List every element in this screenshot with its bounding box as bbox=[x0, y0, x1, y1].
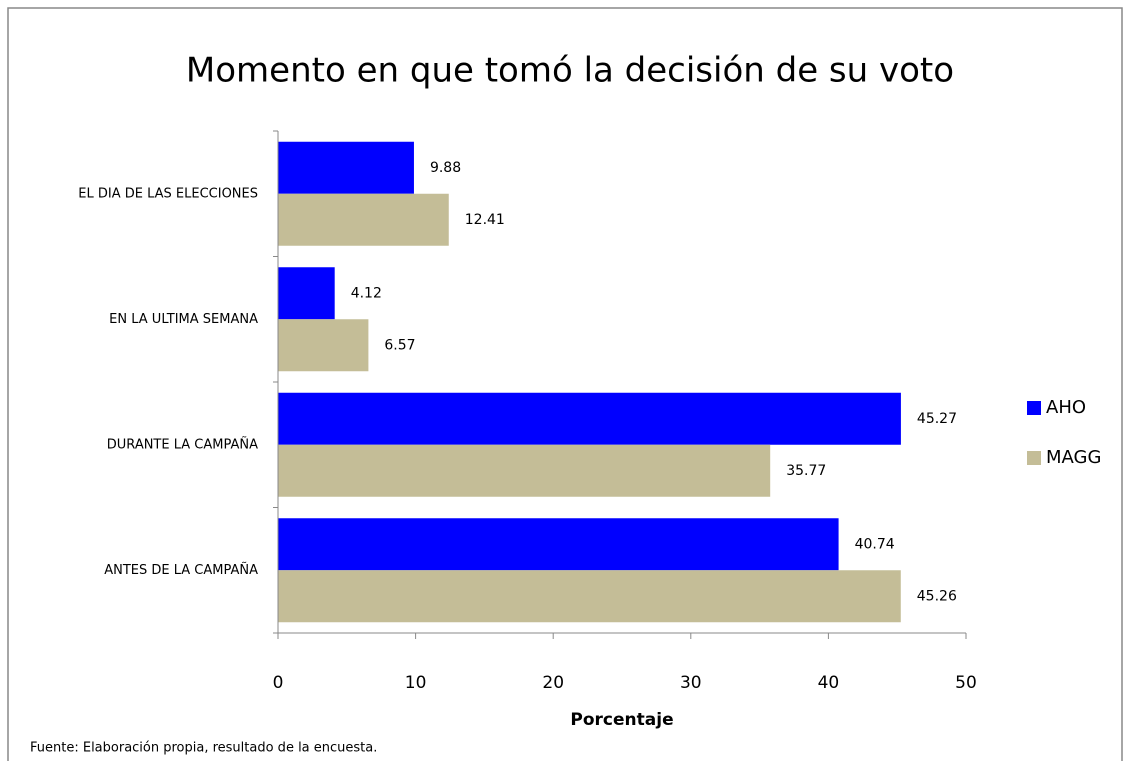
data-label: 9.88 bbox=[430, 160, 461, 176]
chart-title: Momento en que tomó la decisión de su vo… bbox=[186, 51, 954, 91]
y-tick-label: EN LA ULTIMA SEMANA bbox=[109, 312, 258, 327]
x-axis-label: Porcentaje bbox=[570, 710, 673, 730]
legend-label: MAGG bbox=[1046, 447, 1101, 468]
data-label: 12.41 bbox=[465, 212, 505, 228]
data-label: 45.26 bbox=[917, 588, 957, 604]
legend-swatch bbox=[1027, 451, 1041, 465]
y-tick-label: DURANTE LA CAMPAÑA bbox=[107, 436, 258, 452]
data-label: 4.12 bbox=[351, 285, 382, 301]
bar bbox=[278, 193, 449, 246]
data-label: 40.74 bbox=[855, 536, 895, 552]
y-tick-label: ANTES DE LA CAMPAÑA bbox=[104, 562, 258, 578]
data-label: 35.77 bbox=[786, 463, 826, 479]
legend-swatch bbox=[1027, 401, 1041, 415]
x-tick-label: 20 bbox=[542, 673, 564, 693]
x-tick-label: 40 bbox=[818, 673, 840, 693]
data-label: 6.57 bbox=[384, 337, 415, 353]
bar bbox=[278, 444, 771, 497]
bar bbox=[278, 392, 901, 445]
x-tick-label: 30 bbox=[680, 673, 702, 693]
bar bbox=[278, 267, 335, 320]
x-tick-label: 0 bbox=[273, 673, 284, 693]
bar bbox=[278, 570, 901, 623]
data-label: 45.27 bbox=[917, 411, 957, 427]
frame bbox=[7, 7, 1123, 761]
x-tick-label: 50 bbox=[955, 673, 977, 693]
x-tick-label: 10 bbox=[405, 673, 427, 693]
y-tick-label: EL DIA DE LAS ELECCIONES bbox=[78, 186, 258, 201]
bar bbox=[278, 319, 369, 372]
bar bbox=[278, 141, 414, 194]
bar bbox=[278, 518, 839, 571]
legend-label: AHO bbox=[1046, 397, 1086, 418]
source-note: Fuente: Elaboración propia, resultado de… bbox=[30, 741, 377, 756]
